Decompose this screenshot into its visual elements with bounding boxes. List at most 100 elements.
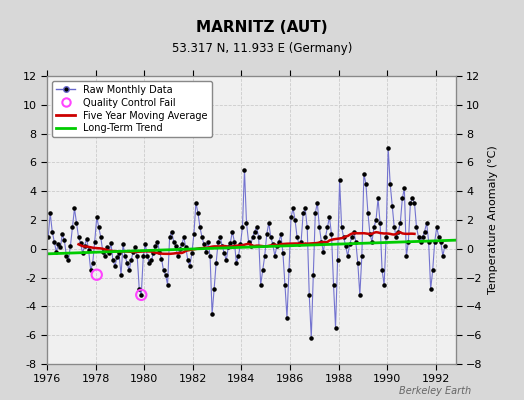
Point — [352, 238, 360, 245]
Point — [429, 267, 437, 274]
Point — [125, 267, 133, 274]
Point — [48, 228, 57, 235]
Point — [178, 241, 186, 248]
Point — [331, 325, 340, 331]
Point — [412, 224, 421, 230]
Point — [77, 240, 85, 246]
Point — [384, 145, 392, 151]
Point — [242, 220, 250, 226]
Point — [84, 247, 93, 254]
Point — [376, 220, 384, 226]
Point — [56, 244, 64, 250]
Point — [180, 234, 188, 240]
Point — [154, 238, 162, 245]
Point — [171, 243, 180, 249]
Point — [52, 248, 60, 255]
Text: Berkeley Earth: Berkeley Earth — [399, 386, 472, 396]
Point — [301, 205, 309, 212]
Point — [400, 185, 409, 192]
Point — [279, 250, 287, 256]
Point — [198, 234, 206, 240]
Point — [344, 253, 352, 259]
Point — [265, 220, 273, 226]
Point — [89, 260, 97, 266]
Point — [392, 234, 400, 240]
Point — [398, 195, 407, 202]
Point — [93, 214, 101, 220]
Point — [121, 253, 129, 259]
Point — [340, 234, 348, 240]
Point — [258, 267, 267, 274]
Point — [408, 195, 417, 202]
Point — [157, 256, 166, 262]
Point — [250, 228, 259, 235]
Point — [200, 241, 208, 248]
Point — [210, 286, 219, 292]
Point — [299, 210, 308, 216]
Point — [161, 272, 170, 278]
Point — [131, 244, 139, 250]
Text: MARNITZ (AUT): MARNITZ (AUT) — [196, 20, 328, 35]
Point — [169, 238, 178, 245]
Point — [70, 205, 79, 212]
Point — [232, 260, 241, 266]
Point — [325, 214, 334, 220]
Point — [163, 282, 172, 288]
Point — [289, 205, 297, 212]
Point — [427, 286, 435, 292]
Point — [319, 248, 328, 255]
Point — [402, 253, 411, 259]
Point — [277, 231, 285, 238]
Point — [139, 253, 147, 259]
Point — [159, 267, 168, 274]
Point — [101, 253, 109, 259]
Point — [321, 234, 330, 240]
Point — [241, 166, 249, 173]
Point — [404, 238, 412, 245]
Point — [244, 238, 253, 245]
Point — [196, 224, 204, 230]
Point — [166, 234, 174, 240]
Point — [283, 315, 291, 321]
Point — [364, 210, 372, 216]
Point — [255, 234, 263, 240]
Point — [386, 181, 395, 187]
Point — [305, 292, 313, 298]
Point — [82, 236, 91, 242]
Point — [105, 250, 113, 256]
Point — [291, 217, 299, 223]
Point — [285, 267, 293, 274]
Point — [281, 282, 289, 288]
Point — [143, 253, 151, 259]
Point — [370, 224, 378, 230]
Point — [354, 260, 362, 266]
Point — [424, 238, 433, 245]
Point — [270, 253, 279, 259]
Point — [111, 263, 119, 269]
Point — [93, 272, 101, 278]
Point — [185, 263, 194, 269]
Point — [96, 234, 105, 240]
Point — [337, 224, 346, 230]
Point — [422, 220, 431, 226]
Point — [222, 257, 231, 264]
Point — [388, 202, 396, 209]
Point — [410, 200, 419, 206]
Point — [182, 244, 190, 250]
Point — [190, 231, 198, 238]
Point — [434, 234, 443, 240]
Point — [420, 228, 429, 235]
Point — [123, 260, 132, 266]
Point — [94, 224, 103, 230]
Point — [246, 243, 255, 249]
Point — [228, 228, 236, 235]
Point — [356, 292, 364, 298]
Point — [269, 241, 277, 248]
Point — [58, 231, 67, 238]
Point — [303, 224, 311, 230]
Point — [214, 238, 222, 245]
Point — [168, 228, 176, 235]
Point — [328, 231, 336, 238]
Point — [206, 253, 214, 259]
Point — [396, 220, 405, 226]
